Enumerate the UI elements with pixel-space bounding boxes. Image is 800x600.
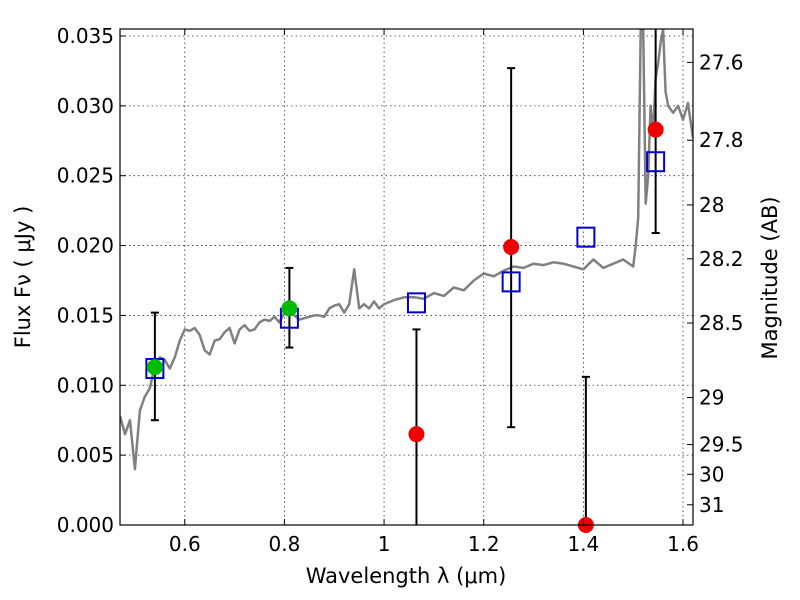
model-square-point (646, 151, 666, 173)
x-tick-label: 1.6 (667, 532, 699, 556)
y-tick-label: 0.035 (57, 24, 114, 48)
grid-lines (120, 29, 693, 525)
y2-tick-label: 27.6 (699, 50, 744, 74)
y-axis-title: Flux Fν ( μJy ) (11, 206, 35, 349)
y2-tick-label: 27.8 (699, 128, 744, 152)
spectrum-line (120, 29, 693, 471)
x-axis-title: Wavelength λ (μm) (306, 564, 507, 588)
plot-frame (119, 28, 694, 526)
y2-tick-label: 28 (699, 193, 724, 217)
x-tick-label: 0.6 (169, 532, 201, 556)
y-tick-label: 0.000 (57, 513, 114, 537)
y-tick-label: 0.010 (57, 373, 114, 397)
y2-tick-labels: 27.6 27.8 28 28.2 28.5 29 29.5 30 31 (699, 50, 744, 516)
measured-point (146, 359, 163, 376)
measured-point (647, 121, 664, 138)
y2-tick-label: 28.2 (699, 247, 744, 271)
model-square-point (145, 358, 165, 380)
measured-point (281, 300, 298, 317)
model-square-point (406, 292, 426, 314)
y-tick-label: 0.025 (57, 164, 114, 188)
y2-axis-title: Magnitude (AB) (758, 196, 782, 359)
y-tick-label: 0.005 (57, 443, 114, 467)
plot-series (120, 29, 693, 471)
y2-tick-label: 29 (699, 386, 724, 410)
model-square-point (501, 271, 521, 293)
measured-point (503, 238, 520, 255)
tick-marks (120, 29, 693, 526)
measured-point (408, 426, 425, 443)
y-tick-label: 0.020 (57, 234, 114, 258)
x-tick-label: 1.4 (567, 532, 599, 556)
y2-tick-label: 28.5 (699, 311, 744, 335)
y2-tick-label: 29.5 (699, 433, 744, 457)
y2-tick-label: 31 (699, 493, 724, 517)
y-tick-label: 0.030 (57, 94, 114, 118)
y-tick-labels: 0.000 0.005 0.010 0.015 0.020 0.025 0.030 0.035 (57, 24, 114, 537)
x-tick-label: 0.8 (269, 532, 301, 556)
y2-tick-label: 30 (699, 462, 724, 486)
x-tick-label: 1 (378, 532, 391, 556)
data-markers (145, 121, 666, 533)
y-tick-label: 0.015 (57, 303, 114, 327)
model-square-point (576, 226, 596, 248)
x-tick-labels: 0.6 0.8 1 1.2 1.4 1.6 (169, 532, 699, 556)
x-tick-label: 1.2 (468, 532, 500, 556)
